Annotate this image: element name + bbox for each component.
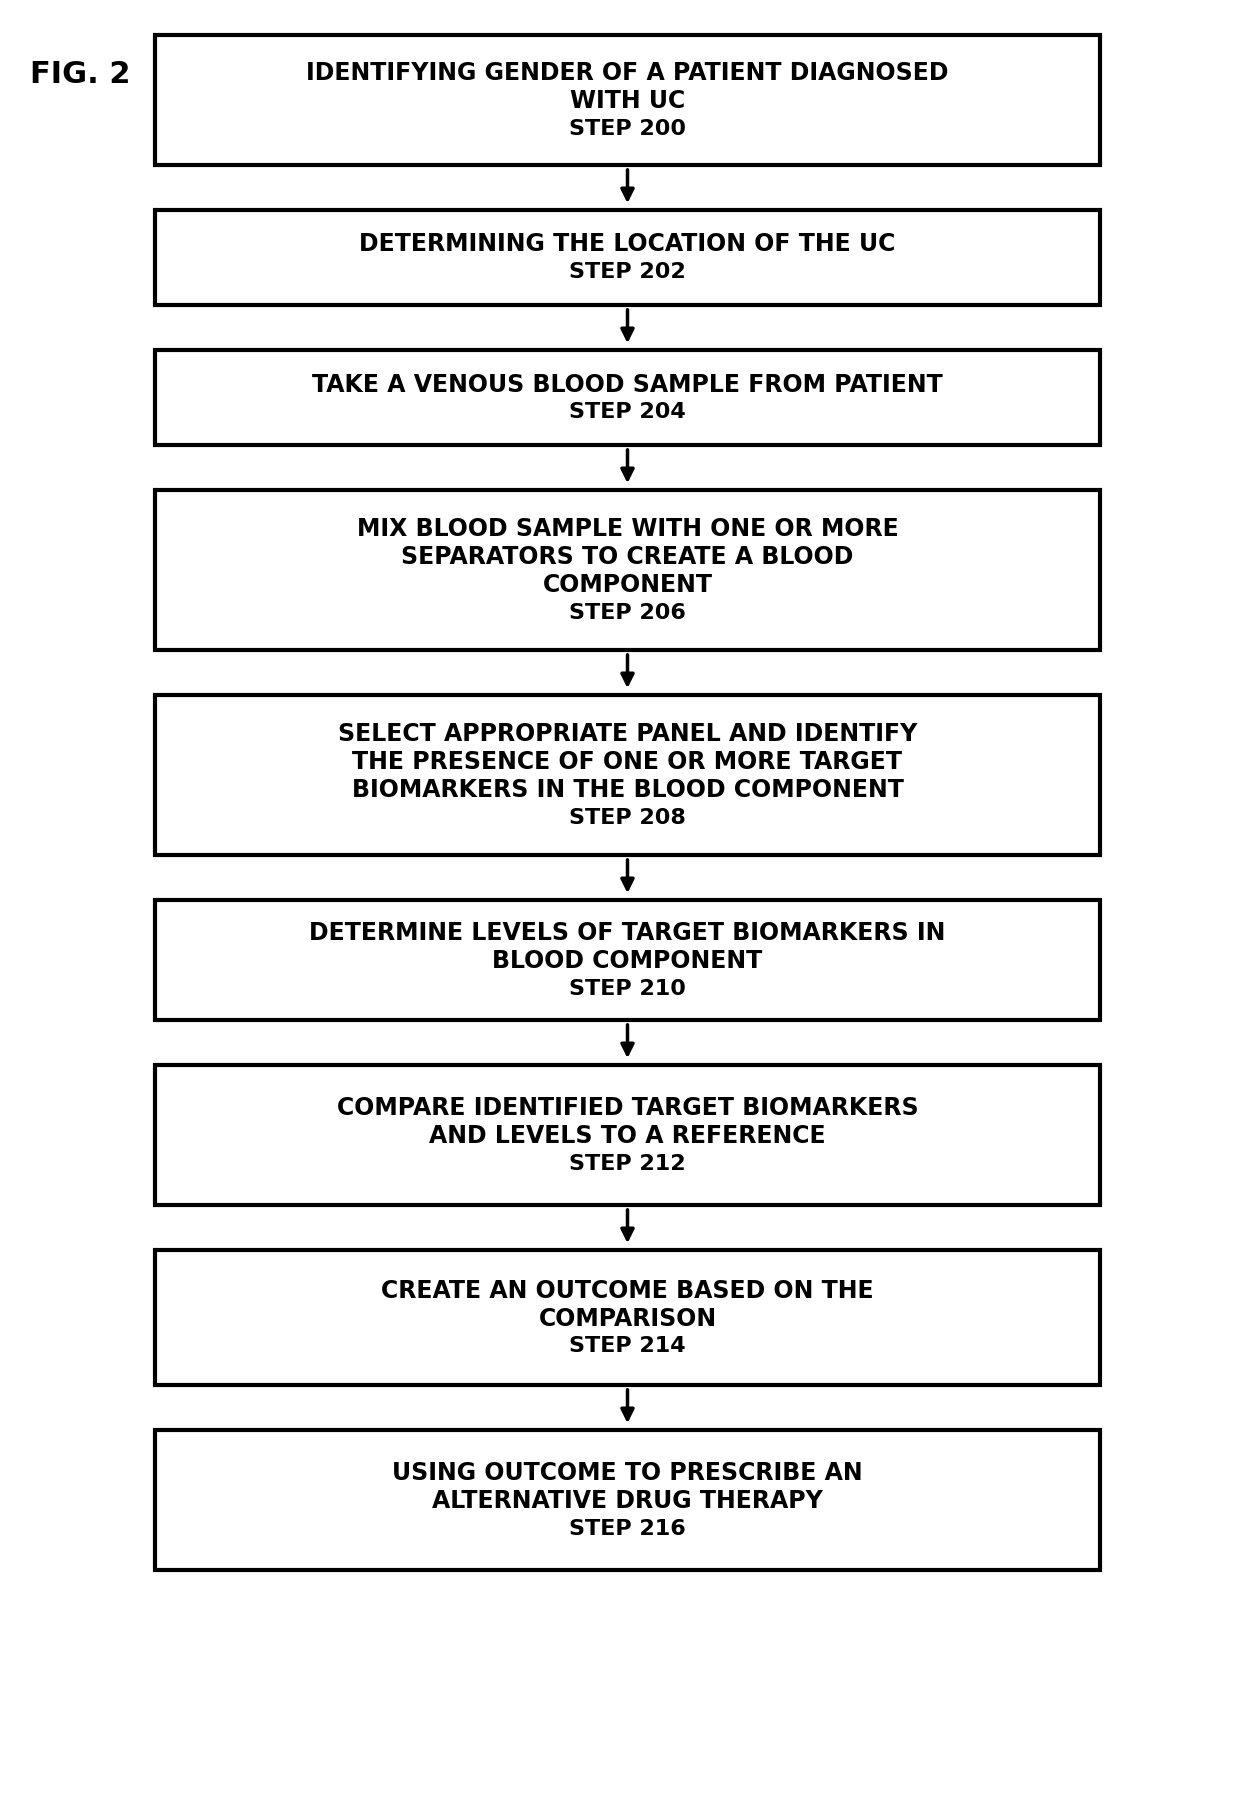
Text: THE PRESENCE OF ONE OR MORE TARGET: THE PRESENCE OF ONE OR MORE TARGET [352, 749, 903, 775]
Bar [155, 900, 1100, 1021]
Bar [155, 349, 1100, 445]
Text: CREATE AN OUTCOME BASED ON THE: CREATE AN OUTCOME BASED ON THE [381, 1278, 874, 1303]
Bar [155, 210, 1100, 306]
Bar [155, 1064, 1100, 1205]
Text: STEP 216: STEP 216 [569, 1519, 686, 1538]
Text: STEP 200: STEP 200 [569, 119, 686, 139]
Text: BIOMARKERS IN THE BLOOD COMPONENT: BIOMARKERS IN THE BLOOD COMPONENT [352, 778, 904, 802]
Bar [155, 1251, 1100, 1385]
Text: MIX BLOOD SAMPLE WITH ONE OR MORE: MIX BLOOD SAMPLE WITH ONE OR MORE [357, 518, 898, 541]
Bar [155, 34, 1100, 165]
Text: COMPARE IDENTIFIED TARGET BIOMARKERS: COMPARE IDENTIFIED TARGET BIOMARKERS [337, 1097, 919, 1120]
Text: SEPARATORS TO CREATE A BLOOD: SEPARATORS TO CREATE A BLOOD [402, 545, 853, 568]
Text: STEP 212: STEP 212 [569, 1155, 686, 1175]
Text: WITH UC: WITH UC [570, 89, 686, 112]
Text: USING OUTCOME TO PRESCRIBE AN: USING OUTCOME TO PRESCRIBE AN [392, 1461, 863, 1484]
Bar [155, 491, 1100, 650]
Text: FIG. 2: FIG. 2 [30, 60, 130, 89]
Text: STEP 214: STEP 214 [569, 1336, 686, 1356]
Text: ALTERNATIVE DRUG THERAPY: ALTERNATIVE DRUG THERAPY [432, 1490, 823, 1513]
Text: STEP 202: STEP 202 [569, 262, 686, 282]
Text: DETERMINE LEVELS OF TARGET BIOMARKERS IN: DETERMINE LEVELS OF TARGET BIOMARKERS IN [309, 921, 946, 945]
Bar [155, 1430, 1100, 1569]
Text: COMPARISON: COMPARISON [538, 1307, 717, 1330]
Text: STEP 204: STEP 204 [569, 402, 686, 422]
Text: COMPONENT: COMPONENT [543, 574, 713, 597]
Text: BLOOD COMPONENT: BLOOD COMPONENT [492, 948, 763, 974]
Text: TAKE A VENOUS BLOOD SAMPLE FROM PATIENT: TAKE A VENOUS BLOOD SAMPLE FROM PATIENT [312, 373, 942, 396]
Text: STEP 206: STEP 206 [569, 603, 686, 623]
Text: STEP 208: STEP 208 [569, 807, 686, 827]
Text: AND LEVELS TO A REFERENCE: AND LEVELS TO A REFERENCE [429, 1124, 826, 1148]
Text: STEP 210: STEP 210 [569, 979, 686, 999]
Text: DETERMINING THE LOCATION OF THE UC: DETERMINING THE LOCATION OF THE UC [360, 232, 895, 257]
Bar [155, 695, 1100, 854]
Text: IDENTIFYING GENDER OF A PATIENT DIAGNOSED: IDENTIFYING GENDER OF A PATIENT DIAGNOSE… [306, 62, 949, 85]
Text: SELECT APPROPRIATE PANEL AND IDENTIFY: SELECT APPROPRIATE PANEL AND IDENTIFY [337, 722, 918, 746]
